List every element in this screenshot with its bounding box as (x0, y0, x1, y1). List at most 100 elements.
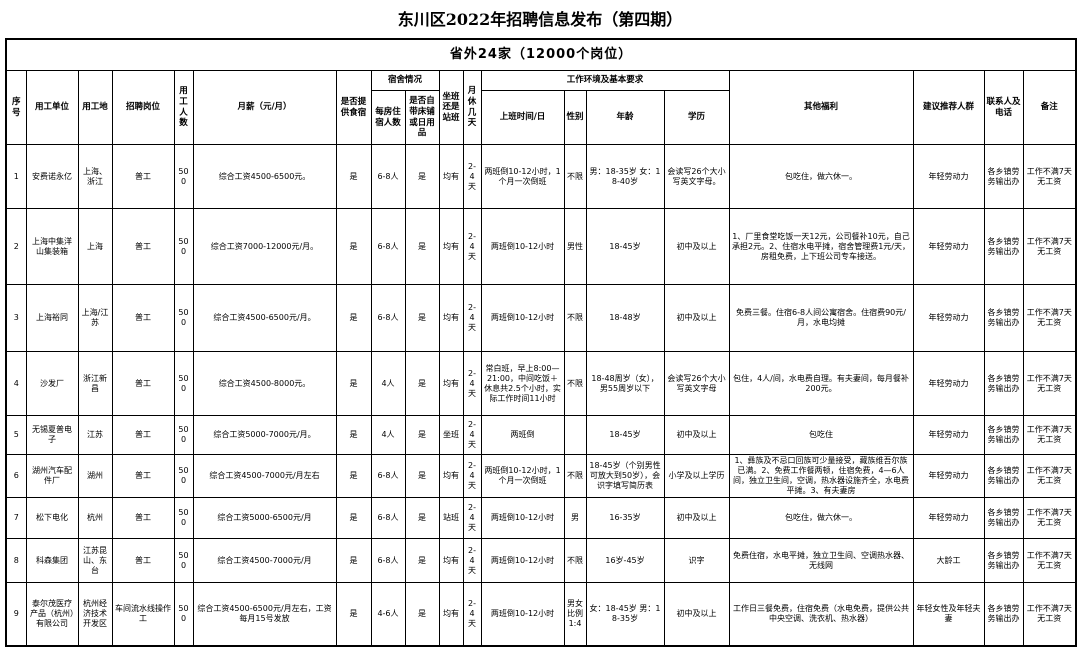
cell-headcount: 500 (173, 208, 194, 285)
cell-rest: 2-4天 (462, 415, 482, 455)
cell-mode: 均有 (438, 538, 464, 583)
cell-age: 16-35岁 (585, 497, 665, 539)
cell-board: 是 (335, 582, 372, 646)
cell-company: 上海裕同 (25, 284, 79, 352)
cell-benefits: 免费三餐。住宿6-8人间公寓宿舍。住宿费90元/月，水电均摊 (728, 284, 914, 352)
cell-education: 识字 (663, 538, 730, 583)
col-header-env-group: 工作环境及基本要求 (480, 70, 730, 91)
cell-headcount: 500 (173, 415, 194, 455)
cell-salary: 综合工资5000-7000元/月。 (192, 415, 337, 455)
cell-serial: 9 (5, 582, 27, 646)
cell-serial: 2 (5, 208, 27, 285)
cell-education: 会读写26个大小写英文字母。 (663, 144, 730, 209)
cell-headcount: 500 (173, 454, 194, 498)
cell-rest: 2-4天 (462, 144, 482, 209)
cell-gender: 不限 (563, 284, 587, 352)
page-title: 东川区2022年招聘信息发布（第四期） (397, 10, 683, 29)
cell-headcount: 500 (173, 538, 194, 583)
col-header-age: 年龄 (585, 90, 665, 145)
cell-gender: 男 (563, 497, 587, 539)
col-header-position: 招聘岗位 (111, 70, 175, 145)
col-header-company: 用工单位 (25, 70, 79, 145)
cell-position: 普工 (111, 351, 175, 416)
cell-education: 小学及以上学历 (663, 454, 730, 498)
cell-salary: 综合工资4500-6500元。 (192, 144, 337, 209)
cell-age: 18-45岁 (585, 415, 665, 455)
cell-age: 18-45岁（个别男性可放大到50岁），会识字填写简历表 (585, 454, 665, 498)
cell-recommend: 年轻劳动力 (912, 497, 985, 539)
cell-remark: 工作不满7天无工资 (1022, 144, 1077, 209)
cell-board: 是 (335, 497, 372, 539)
header-row-groups: 序号 用工单位 用工地 招聘岗位 用工人数 月薪（元/月） 是否提供食宿 宿舍情… (5, 70, 1077, 145)
cell-mode: 均有 (438, 582, 464, 646)
cell-dorm: 4人 (370, 351, 406, 416)
cell-benefits: 包住，4人/间，水电费自理。有夫妻间，每月餐补200元。 (728, 351, 914, 416)
cell-company: 松下电化 (25, 497, 79, 539)
cell-mode: 均有 (438, 208, 464, 285)
cell-serial: 7 (5, 497, 27, 539)
cell-dorm: 6-8人 (370, 144, 406, 209)
cell-company: 上海中集洋山集装箱 (25, 208, 79, 285)
cell-education: 会读写26个大小写英文字母 (663, 351, 730, 416)
col-header-location: 用工地 (77, 70, 113, 145)
cell-benefits: 包吃住 (728, 415, 914, 455)
cell-age: 18-48岁 (585, 284, 665, 352)
cell-salary: 综合工资4500-6500元/月左右，工资每月15号发放 (192, 582, 337, 646)
cell-recommend: 年轻劳动力 (912, 415, 985, 455)
cell-dorm: 6-8人 (370, 454, 406, 498)
cell-company: 湖州汽车配件厂 (25, 454, 79, 498)
cell-contact: 各乡镇劳务输出办 (983, 284, 1024, 352)
cell-dorm: 6-8人 (370, 497, 406, 539)
cell-position: 普工 (111, 415, 175, 455)
cell-bedding: 是 (404, 538, 440, 583)
cell-company: 科森集团 (25, 538, 79, 583)
cell-mode: 坐班 (438, 415, 464, 455)
cell-location: 江苏 (77, 415, 113, 455)
cell-location: 杭州 (77, 497, 113, 539)
cell-dorm: 4人 (370, 415, 406, 455)
cell-location: 湖州 (77, 454, 113, 498)
cell-board: 是 (335, 415, 372, 455)
table-row: 5 无锡夏普电子 江苏 普工 500 综合工资5000-7000元/月。 是 4… (5, 415, 1077, 455)
cell-hours: 两班倒10-12小时 (480, 284, 565, 352)
cell-salary: 综合工资4500-7000元/月 (192, 538, 337, 583)
table-row: 8 科森集团 江苏昆山、东台 普工 500 综合工资4500-7000元/月 是… (5, 538, 1077, 583)
cell-recommend: 年轻劳动力 (912, 454, 985, 498)
cell-board: 是 (335, 208, 372, 285)
cell-location: 上海、浙江 (77, 144, 113, 209)
cell-headcount: 500 (173, 582, 194, 646)
cell-hours: 两班倒10-12小时 (480, 497, 565, 539)
cell-benefits: 1、彝族及不忌口回族可少量接受，藏族维吾尔族已满。2、免费工作餐两顿，住宿免费，… (728, 454, 914, 498)
cell-benefits: 工作日三餐免费，住宿免费（水电免费，提供公共中央空调、洗衣机、热水器） (728, 582, 914, 646)
cell-salary: 综合工资4500-8000元。 (192, 351, 337, 416)
cell-hours: 两班倒10-12小时 (480, 582, 565, 646)
cell-mode: 均有 (438, 351, 464, 416)
cell-serial: 1 (5, 144, 27, 209)
cell-salary: 综合工资7000-12000元/月。 (192, 208, 337, 285)
cell-hours: 常白班，早上8:00—21:00，中间吃饭＋休息共2.5个小时，实际工作时间11… (480, 351, 565, 416)
cell-board: 是 (335, 538, 372, 583)
cell-location: 杭州经济技术开发区 (77, 582, 113, 646)
col-header-board: 是否提供食宿 (335, 70, 372, 145)
col-header-hours: 上班时间/日 (480, 90, 565, 145)
table-row: 1 安费诺永亿 上海、浙江 普工 500 综合工资4500-6500元。 是 6… (5, 144, 1077, 209)
cell-gender: 男女比例1:4 (563, 582, 587, 646)
cell-education: 初中及以上 (663, 415, 730, 455)
cell-remark: 工作不满7天无工资 (1022, 208, 1077, 285)
table-row: 7 松下电化 杭州 普工 500 综合工资5000-6500元/月 是 6-8人… (5, 497, 1077, 539)
table-banner: 省外24家（12000个岗位） (5, 38, 1077, 71)
cell-contact: 各乡镇劳务输出办 (983, 208, 1024, 285)
cell-gender: 不限 (563, 144, 587, 209)
cell-board: 是 (335, 454, 372, 498)
cell-recommend: 年轻劳动力 (912, 144, 985, 209)
cell-headcount: 500 (173, 497, 194, 539)
cell-dorm: 6-8人 (370, 538, 406, 583)
cell-age: 男：18-35岁 女：18-40岁 (585, 144, 665, 209)
cell-position: 普工 (111, 454, 175, 498)
cell-recommend: 年轻劳动力 (912, 351, 985, 416)
table-row: 4 沙发厂 浙江新昌 普工 500 综合工资4500-8000元。 是 4人 是… (5, 351, 1077, 416)
col-header-contact: 联系人及电话 (983, 70, 1024, 145)
cell-serial: 6 (5, 454, 27, 498)
cell-company: 无锡夏普电子 (25, 415, 79, 455)
cell-gender: 不限 (563, 454, 587, 498)
